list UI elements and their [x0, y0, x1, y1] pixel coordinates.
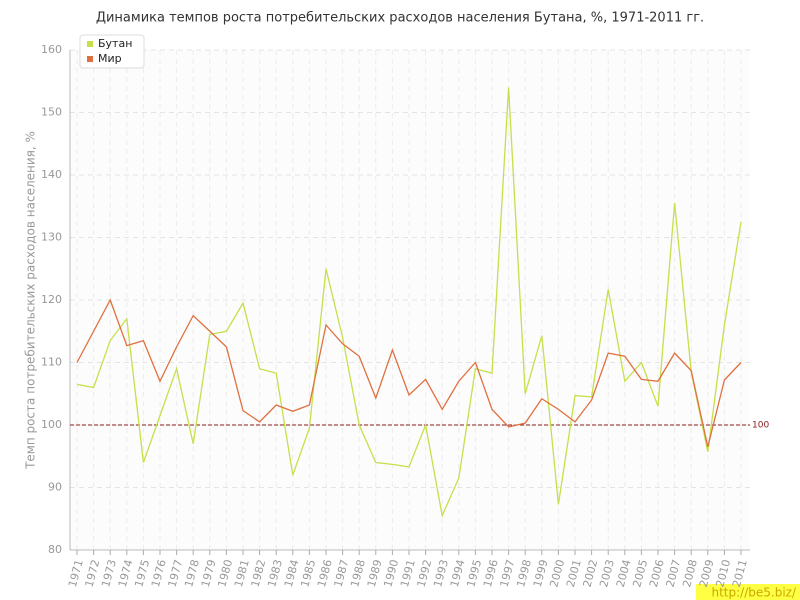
watermark: http://be5.biz/ [711, 586, 796, 600]
y-tick-label: 100 [41, 418, 62, 431]
y-tick-label: 150 [41, 106, 62, 119]
legend-swatch [87, 41, 93, 47]
series-line [76, 87, 742, 518]
reference-label: 100 [752, 421, 769, 431]
plot-area [70, 50, 750, 550]
y-tick-label: 110 [41, 356, 62, 369]
chart-title: Динамика темпов роста потребительских ра… [96, 11, 704, 26]
y-tick-label: 120 [41, 293, 62, 306]
watermark-box [696, 584, 800, 600]
series-line [76, 298, 742, 448]
legend-label: Мир [98, 52, 122, 65]
y-tick-label: 90 [48, 481, 62, 494]
y-tick-label: 80 [48, 543, 62, 556]
legend-swatch [87, 56, 93, 62]
y-axis-title: Темп роста потребительских расходов насе… [24, 131, 38, 470]
y-tick-label: 160 [41, 43, 62, 56]
y-tick-label: 130 [41, 231, 62, 244]
legend-label: Бутан [98, 37, 132, 50]
y-tick-label: 140 [41, 168, 62, 181]
legend-box [79, 34, 145, 69]
